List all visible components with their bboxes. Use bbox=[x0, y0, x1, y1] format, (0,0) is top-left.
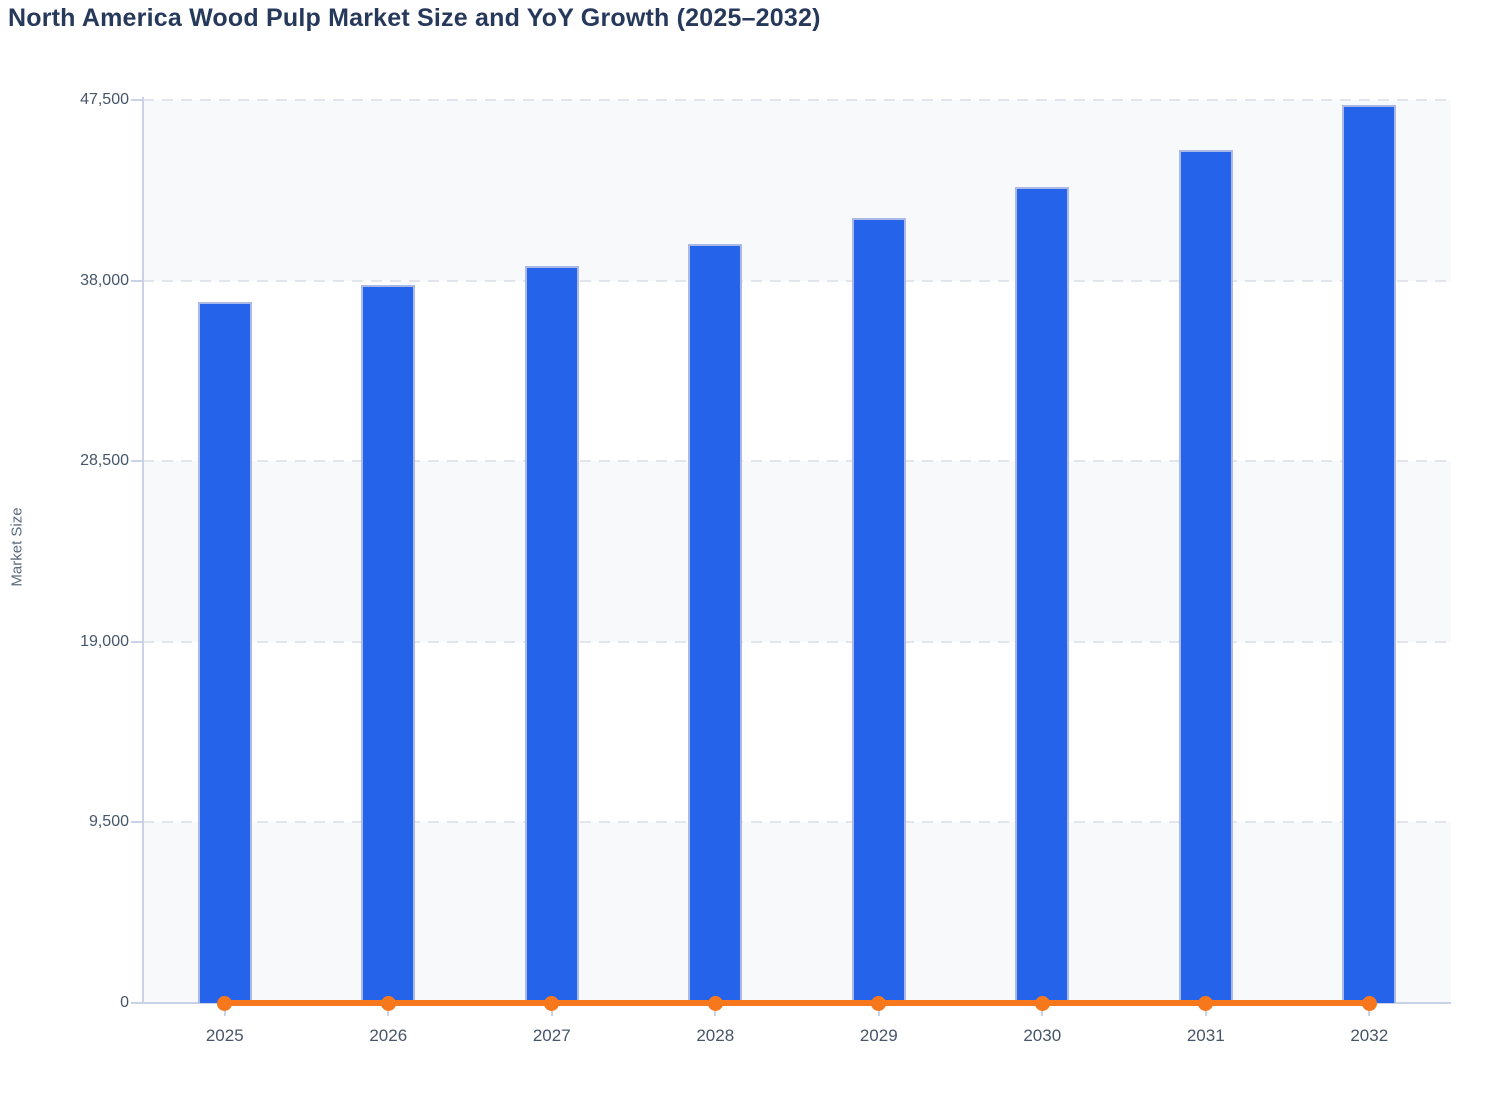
bar-2026[interactable] bbox=[361, 284, 416, 1003]
split-area-band bbox=[143, 100, 1451, 281]
x-tick-label: 2028 bbox=[696, 1026, 735, 1045]
y-axis-line bbox=[142, 97, 144, 1003]
yoy-growth-marker-2032[interactable] bbox=[1361, 995, 1377, 1011]
x-tick-label: 2029 bbox=[859, 1026, 898, 1045]
y-axis-tick bbox=[131, 821, 143, 824]
y-axis-tick bbox=[131, 460, 143, 463]
x-tick-label: 2032 bbox=[1350, 1026, 1389, 1045]
split-area-band bbox=[143, 822, 1451, 1003]
y-axis-title: Market Size bbox=[8, 507, 26, 587]
split-area-band bbox=[143, 641, 1451, 823]
bar-2032[interactable] bbox=[1342, 104, 1397, 1003]
x-tick-label: 2026 bbox=[369, 1026, 408, 1045]
bar-2029[interactable] bbox=[851, 218, 906, 1003]
chart-title: North America Wood Pulp Market Size and … bbox=[8, 4, 821, 32]
yoy-growth-marker-2031[interactable] bbox=[1198, 995, 1214, 1011]
split-area-band bbox=[143, 280, 1451, 462]
y-tick-label: 0 bbox=[120, 994, 129, 1011]
y-axis-tick bbox=[131, 640, 143, 643]
gridline bbox=[143, 460, 1451, 463]
bar-2031[interactable] bbox=[1178, 149, 1233, 1003]
gridline bbox=[143, 279, 1451, 282]
yoy-growth-marker-2026[interactable] bbox=[380, 995, 396, 1011]
yoy-growth-line[interactable] bbox=[224, 1000, 1370, 1006]
bar-2030[interactable] bbox=[1015, 186, 1070, 1003]
gridline bbox=[143, 640, 1451, 643]
y-axis-tick bbox=[131, 99, 143, 101]
y-tick-label: 19,000 bbox=[80, 632, 129, 650]
yoy-growth-marker-2025[interactable] bbox=[217, 995, 233, 1011]
bar-2025[interactable] bbox=[197, 302, 252, 1003]
y-axis-tick bbox=[131, 279, 143, 282]
y-tick-label: 47,500 bbox=[80, 91, 129, 108]
yoy-growth-marker-2030[interactable] bbox=[1034, 995, 1050, 1011]
y-tick-label: 9,500 bbox=[88, 813, 129, 831]
y-tick-label: 38,000 bbox=[80, 271, 129, 289]
gridline bbox=[143, 821, 1451, 824]
yoy-growth-marker-2027[interactable] bbox=[544, 995, 560, 1011]
y-axis-tick bbox=[131, 1002, 143, 1004]
y-tick-label: 28,500 bbox=[80, 452, 129, 470]
x-tick-label: 2031 bbox=[1186, 1026, 1225, 1045]
x-tick-label: 2025 bbox=[205, 1026, 244, 1045]
x-tick-label: 2030 bbox=[1023, 1026, 1062, 1045]
yoy-growth-marker-2029[interactable] bbox=[871, 995, 887, 1011]
bar-2027[interactable] bbox=[524, 265, 579, 1003]
yoy-growth-marker-2028[interactable] bbox=[707, 995, 723, 1011]
bar-2028[interactable] bbox=[688, 243, 743, 1003]
gridline bbox=[143, 99, 1451, 101]
split-area-band bbox=[143, 461, 1451, 642]
x-tick-label: 2027 bbox=[532, 1026, 571, 1045]
